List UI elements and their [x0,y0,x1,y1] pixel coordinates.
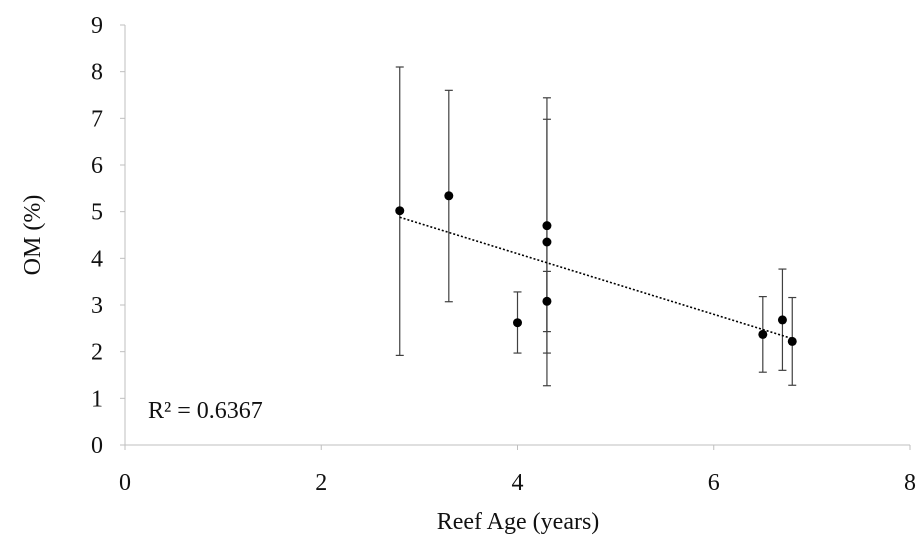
x-tick-label: 6 [708,470,720,496]
x-tick-label: 4 [512,470,524,496]
y-axis-title: OM (%) [20,195,46,276]
data-point [542,221,552,231]
trendline-group [399,216,793,340]
y-tick-label: 2 [91,340,103,366]
y-tick-label: 0 [91,433,103,459]
data-points [395,191,797,346]
x-tick-label: 2 [315,470,327,496]
y-tick-label: 1 [91,386,103,412]
data-point [395,206,405,216]
data-point [787,336,797,346]
data-point [444,191,454,201]
y-tick-label: 9 [91,13,103,39]
data-point [777,315,787,325]
y-tick-label: 6 [91,153,103,179]
y-tick-label: 7 [91,106,103,132]
x-axis-ticks: 0 2 4 6 8 [119,445,916,496]
data-point [542,237,552,247]
r-squared-annotation: R² = 0.6367 [148,398,263,424]
y-axis-ticks: 0 1 2 3 4 5 6 7 8 9 [91,13,125,459]
data-point [758,329,768,339]
y-tick-label: 4 [91,246,103,272]
y-tick-label: 8 [91,60,103,86]
y-tick-label: 5 [91,200,103,226]
x-axis-title: Reef Age (years) [437,509,600,535]
trendline [399,216,793,340]
x-tick-label: 8 [904,470,916,496]
x-tick-label: 0 [119,470,131,496]
data-point [542,296,552,306]
data-point [513,318,522,328]
error-bars [395,66,797,387]
y-tick-label: 3 [91,293,103,319]
